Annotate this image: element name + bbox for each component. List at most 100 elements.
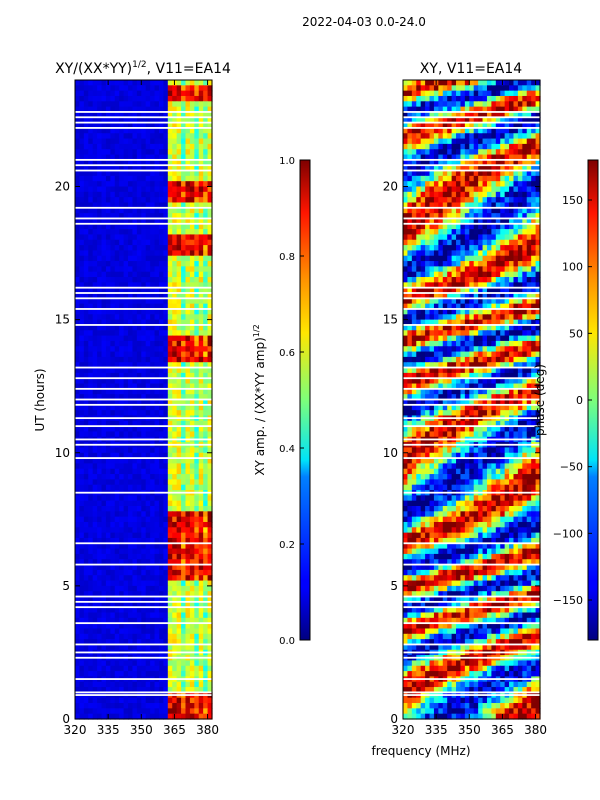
heatmap-cell — [456, 261, 462, 267]
heatmap-cell — [203, 85, 209, 92]
heatmap-cell — [97, 537, 103, 544]
heatmap-cell — [167, 250, 173, 257]
heatmap-cell — [420, 127, 426, 134]
heatmap-cell — [92, 484, 98, 491]
heatmap-cell — [167, 298, 173, 305]
heatmap-cell — [119, 543, 125, 550]
heatmap-cell — [185, 665, 191, 672]
heatmap-cell — [75, 266, 81, 273]
heatmap-cell — [97, 479, 103, 486]
heatmap-cell — [83, 543, 89, 550]
heatmap-cell — [101, 80, 107, 86]
heatmap-cell — [167, 186, 173, 193]
heatmap-cell — [407, 186, 413, 193]
heatmap-cell — [145, 537, 151, 544]
heatmap-cell — [119, 218, 125, 225]
heatmap-cell — [517, 271, 523, 278]
heatmap-cell — [97, 239, 103, 246]
heatmap-cell — [79, 223, 85, 230]
heatmap-cell — [97, 95, 103, 102]
heatmap-cell — [123, 293, 129, 299]
heatmap-cell — [141, 463, 147, 470]
heatmap-cell — [491, 143, 497, 150]
heatmap-cell — [119, 223, 125, 230]
heatmap-cell — [203, 394, 209, 401]
flagged-row — [75, 286, 212, 289]
heatmap-cell — [491, 218, 497, 225]
heatmap-cell — [101, 644, 107, 651]
heatmap-cell — [500, 191, 506, 198]
heatmap-cell — [513, 223, 519, 230]
heatmap-cell — [189, 234, 195, 241]
heatmap-cell — [145, 362, 151, 369]
heatmap-cell — [136, 165, 142, 172]
heatmap-cell — [198, 697, 204, 704]
heatmap-cell — [75, 277, 81, 283]
heatmap-cell — [464, 165, 470, 172]
heatmap-cell — [403, 143, 409, 150]
heatmap-cell — [123, 351, 129, 358]
heatmap-cell — [110, 170, 116, 177]
heatmap-cell — [403, 175, 409, 182]
heatmap-cell — [203, 447, 209, 454]
heatmap-cell — [145, 223, 151, 230]
heatmap-cell — [128, 500, 134, 507]
heatmap-cell — [203, 175, 209, 182]
heatmap-cell — [101, 447, 107, 454]
heatmap-cell — [88, 404, 94, 411]
heatmap-cell — [194, 229, 200, 236]
heatmap-cell — [97, 143, 103, 150]
heatmap-cell — [128, 127, 134, 134]
heatmap-cell — [110, 569, 116, 576]
heatmap-cell — [185, 628, 191, 635]
heatmap-cell — [158, 324, 164, 331]
heatmap-cell — [198, 101, 204, 108]
heatmap-cell — [105, 202, 111, 209]
heatmap-cell — [172, 324, 178, 331]
heatmap-cell — [194, 633, 200, 640]
heatmap-cell — [101, 713, 107, 720]
heatmap-cell — [158, 703, 164, 709]
heatmap-cell — [203, 537, 209, 544]
heatmap-cell — [504, 133, 510, 140]
heatmap-cell — [163, 474, 169, 480]
heatmap-cell — [88, 378, 94, 385]
heatmap-cell — [132, 378, 138, 385]
heatmap-cell — [194, 495, 200, 502]
heatmap-cell — [132, 452, 138, 459]
heatmap-cell — [158, 660, 164, 667]
heatmap-cell — [105, 474, 111, 480]
heatmap-cell — [181, 644, 187, 651]
heatmap-cell — [128, 404, 134, 411]
heatmap-cell — [110, 404, 116, 411]
heatmap-cell — [438, 138, 444, 145]
heatmap-cell — [172, 117, 178, 124]
heatmap-cell — [163, 303, 169, 310]
heatmap-cell — [429, 218, 435, 225]
heatmap-cell — [119, 356, 125, 363]
heatmap-cell — [88, 537, 94, 544]
heatmap-cell — [141, 223, 147, 230]
flagged-row — [75, 297, 212, 300]
heatmap-cell — [167, 537, 173, 544]
heatmap-cell — [97, 708, 103, 715]
heatmap-cell — [207, 223, 213, 230]
heatmap-cell — [105, 612, 111, 619]
heatmap-cell — [128, 452, 134, 459]
heatmap-cell — [526, 138, 532, 145]
heatmap-cell — [150, 266, 156, 273]
heatmap-cell — [185, 532, 191, 539]
heatmap-cell — [513, 245, 519, 251]
heatmap-cell — [203, 143, 209, 150]
heatmap-cell — [145, 207, 151, 214]
heatmap-cell — [181, 628, 187, 635]
heatmap-cell — [189, 537, 195, 544]
heatmap-cell — [194, 564, 200, 571]
heatmap-cell — [189, 111, 195, 118]
heatmap-cell — [105, 186, 111, 193]
heatmap-cell — [411, 111, 417, 118]
heatmap-cell — [189, 372, 195, 379]
heatmap-cell — [132, 149, 138, 156]
heatmap-cell — [176, 154, 182, 161]
heatmap-cell — [119, 468, 125, 475]
